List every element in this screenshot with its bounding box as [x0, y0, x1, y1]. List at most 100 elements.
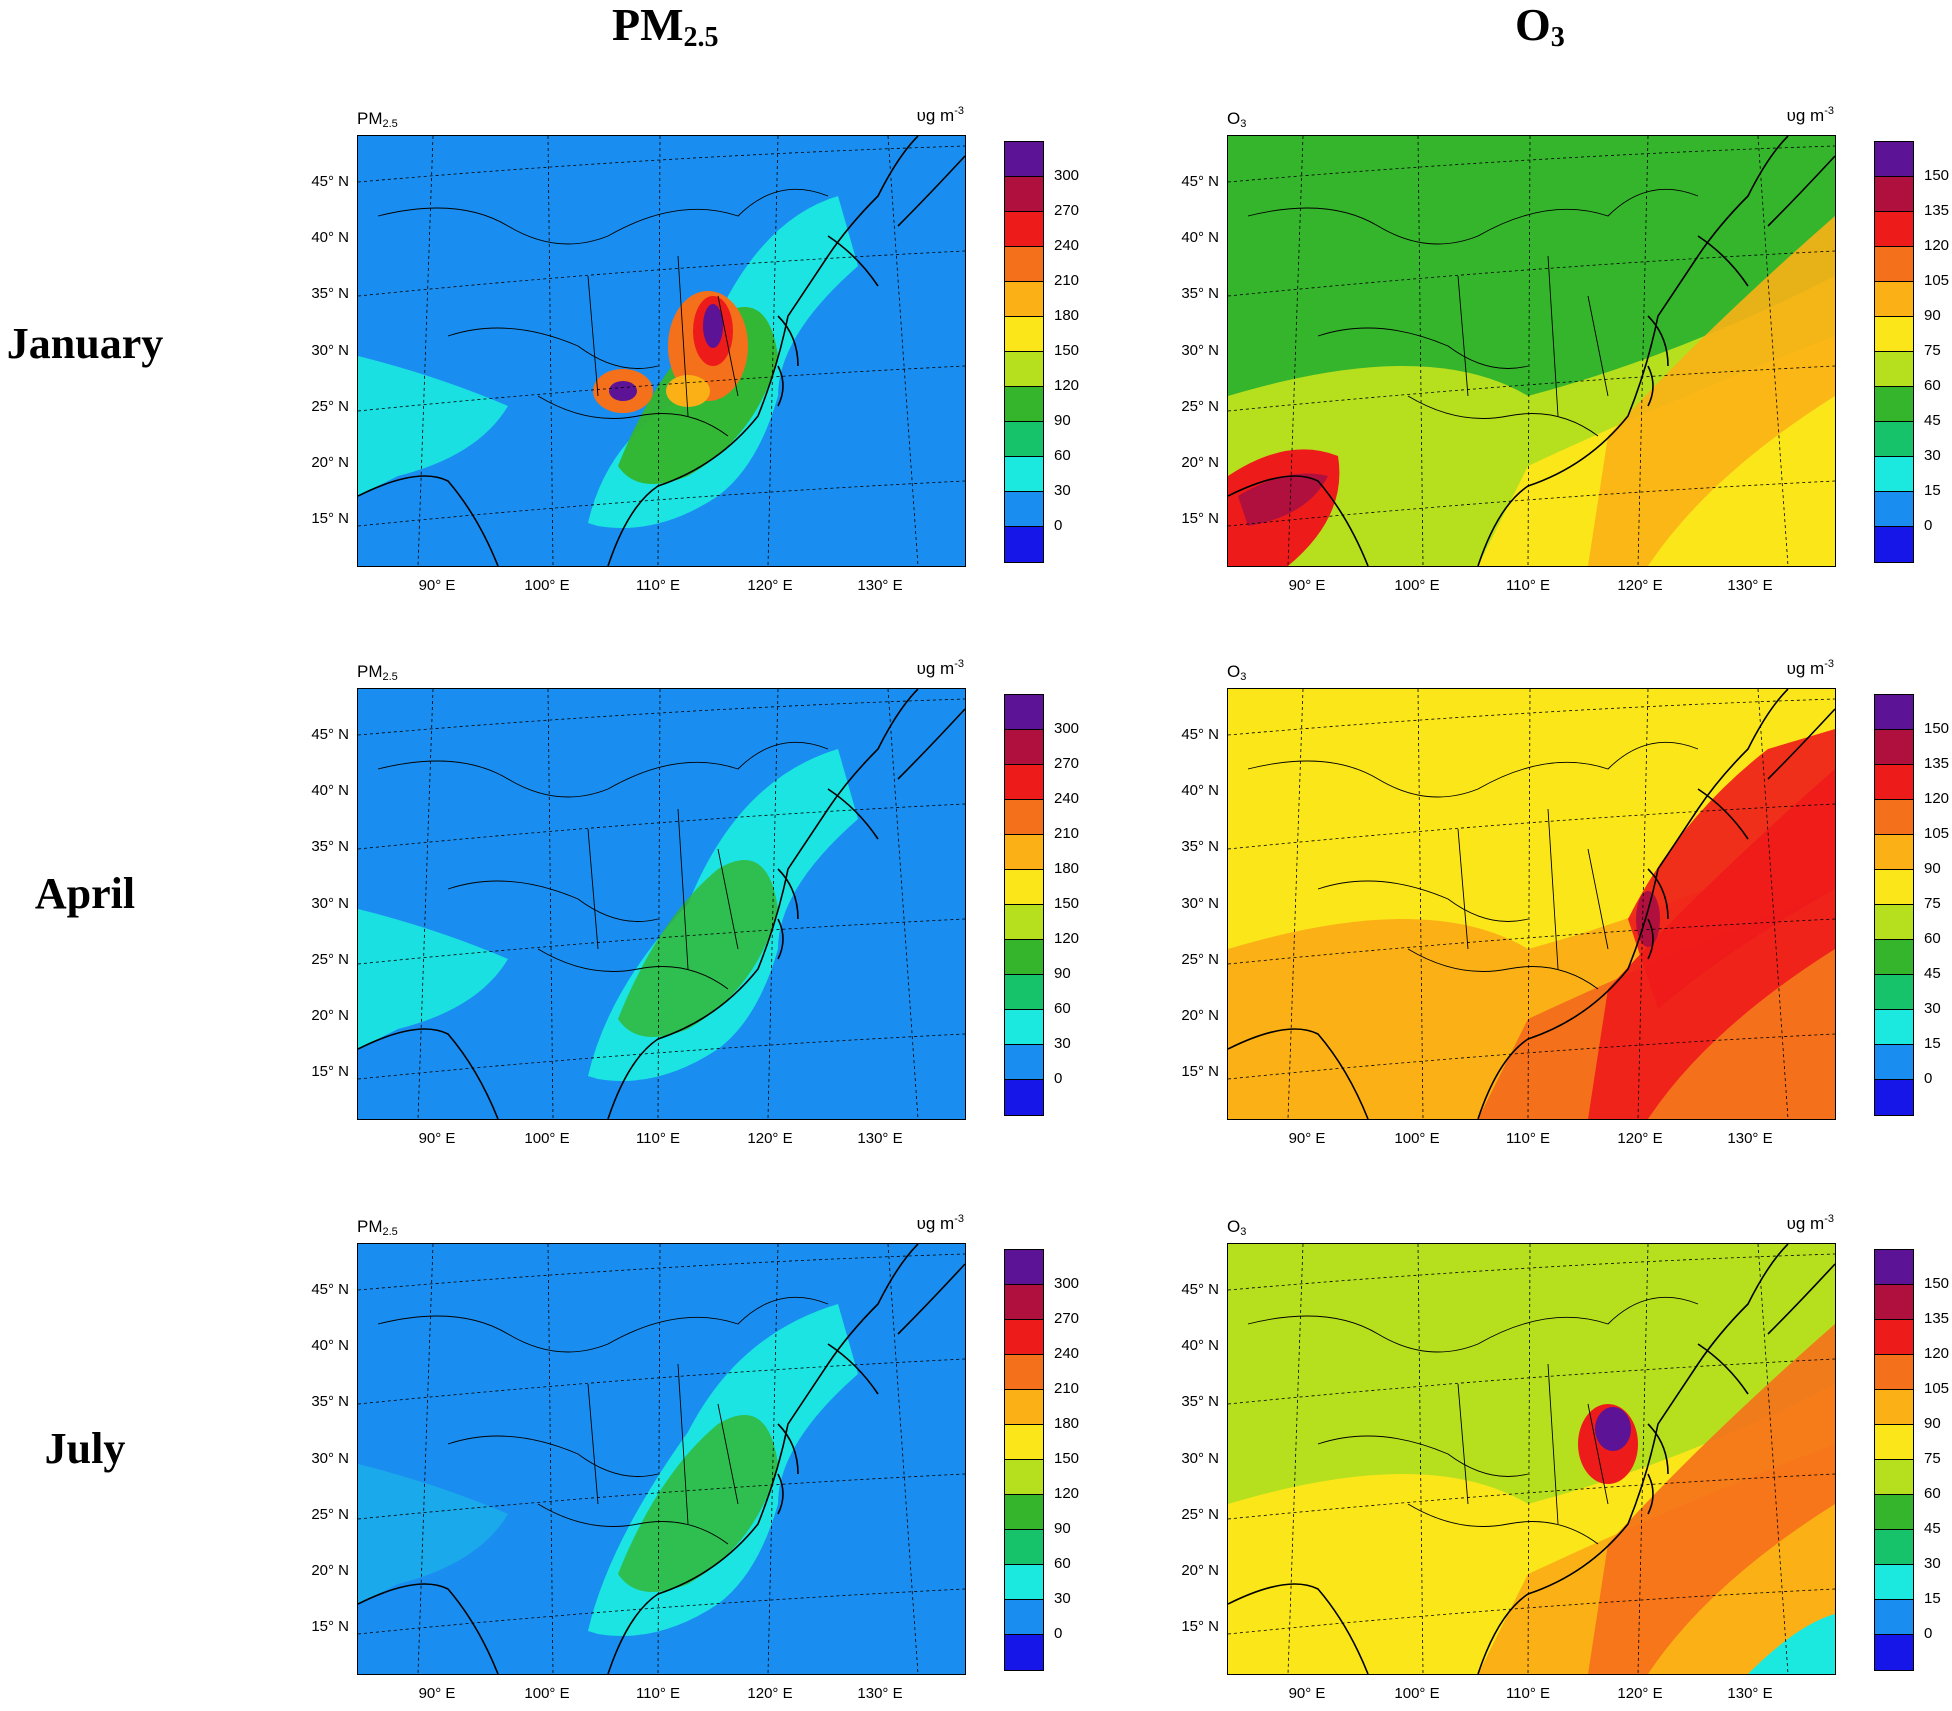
colorbar-tick-label: 270: [1054, 755, 1080, 772]
latitude-tick-label: 25° N: [1181, 1506, 1219, 1523]
map-area: [1227, 688, 1836, 1120]
colorbar-swatch: [1005, 1600, 1043, 1635]
colorbar-tick-label: 0: [1924, 1625, 1933, 1642]
latitude-tick-label: 45° N: [311, 1281, 349, 1298]
colorbar-tick-label: 0: [1054, 1625, 1063, 1642]
panel-title-main: O: [1227, 109, 1241, 128]
colorbar-tick-label: 150: [1924, 167, 1950, 184]
colorbar-swatch: [1875, 1045, 1913, 1080]
latitude-tick-label: 35° N: [1181, 1393, 1219, 1410]
longitude-tick-label: 100° E: [524, 577, 570, 594]
panel-title-main: PM: [357, 662, 383, 681]
panel-unit-main: υg m: [916, 659, 955, 678]
panel-unit: υg m-3: [874, 105, 964, 126]
colorbar-tick-label: 90: [1924, 1415, 1941, 1432]
colorbar-swatch: [1875, 835, 1913, 870]
colorbar-swatch: [1005, 247, 1043, 282]
column-header-o3: O3: [1515, 0, 1565, 53]
colorbar-swatch: [1875, 975, 1913, 1010]
latitude-tick-label: 45° N: [1181, 726, 1219, 743]
colorbar-tick-label: 0: [1054, 517, 1063, 534]
panel-title-sub: 2.5: [382, 1226, 398, 1238]
colorbar-swatch: [1875, 1600, 1913, 1635]
latitude-tick-label: 15° N: [311, 1618, 349, 1635]
longitude-tick-label: 120° E: [1617, 1685, 1663, 1702]
panel-title-sub: 3: [1240, 671, 1247, 683]
colorbar-swatch: [1005, 870, 1043, 905]
panel-unit: υg m-3: [1744, 1213, 1834, 1234]
colorbar-swatch: [1875, 1320, 1913, 1355]
colorbar-swatch: [1875, 765, 1913, 800]
colorbar-swatch: [1005, 1320, 1043, 1355]
colorbar-tick-label: 240: [1054, 790, 1080, 807]
longitude-tick-label: 110° E: [1505, 1130, 1551, 1147]
colorbar-swatch: [1005, 1495, 1043, 1530]
colorbar: [1004, 141, 1044, 563]
colorbar-tick-label: 30: [1924, 447, 1941, 464]
colorbar-tick-label: 120: [1924, 1345, 1950, 1362]
latitude-tick-label: 20° N: [1181, 1562, 1219, 1579]
row-label-january: January: [6, 319, 164, 368]
latitude-tick-label: 30° N: [1181, 1450, 1219, 1467]
latitude-tick-label: 45° N: [1181, 173, 1219, 190]
colorbar-swatch: [1875, 1530, 1913, 1565]
colorbar-swatch: [1875, 1080, 1913, 1115]
colorbar-tick-label: 15: [1924, 482, 1941, 499]
panel-title: PM2.5: [357, 1217, 398, 1238]
latitude-tick-label: 40° N: [1181, 782, 1219, 799]
colorbar-tick-label: 150: [1054, 895, 1080, 912]
latitude-tick-label: 25° N: [311, 1506, 349, 1523]
colorbar-swatch: [1005, 730, 1043, 765]
colorbar-tick-label: 300: [1054, 1275, 1080, 1292]
colorbar-swatch: [1875, 177, 1913, 212]
colorbar-swatch: [1875, 1285, 1913, 1320]
colorbar-swatch: [1005, 422, 1043, 457]
latitude-tick-label: 30° N: [1181, 895, 1219, 912]
map-area: [1227, 1243, 1836, 1675]
latitude-tick-label: 15° N: [1181, 1063, 1219, 1080]
colorbar-tick-label: 150: [1054, 1450, 1080, 1467]
colorbar-swatch: [1875, 1425, 1913, 1460]
latitude-tick-label: 15° N: [311, 1063, 349, 1080]
colorbar-tick-label: 90: [1054, 412, 1071, 429]
colorbar-swatch: [1005, 352, 1043, 387]
longitude-tick-label: 120° E: [1617, 577, 1663, 594]
row-label-april: April: [34, 869, 136, 918]
longitude-tick-label: 90° E: [1288, 1685, 1326, 1702]
panel-title: O3: [1227, 109, 1246, 130]
colorbar: [1004, 694, 1044, 1116]
colorbar-swatch: [1005, 1045, 1043, 1080]
panel-unit-sup: -3: [954, 1213, 964, 1225]
longitude-tick-label: 90° E: [1288, 577, 1326, 594]
colorbar-tick-label: 180: [1054, 860, 1080, 877]
colorbar-tick-label: 90: [1054, 965, 1071, 982]
colorbar-swatch: [1005, 975, 1043, 1010]
latitude-tick-label: 35° N: [1181, 838, 1219, 855]
panel-unit-sup: -3: [954, 105, 964, 117]
panel-unit-sup: -3: [1824, 105, 1834, 117]
colorbar-tick-label: 300: [1054, 720, 1080, 737]
latitude-tick-label: 25° N: [1181, 398, 1219, 415]
colorbar-swatch: [1875, 1390, 1913, 1425]
map-area: [357, 688, 966, 1120]
panel-title-sub: 3: [1240, 1226, 1247, 1238]
latitude-tick-label: 20° N: [1181, 1007, 1219, 1024]
panel-title: O3: [1227, 662, 1246, 683]
longitude-tick-label: 90° E: [418, 577, 456, 594]
latitude-tick-label: 35° N: [1181, 285, 1219, 302]
colorbar-tick-label: 60: [1924, 930, 1941, 947]
longitude-tick-label: 130° E: [857, 577, 903, 594]
panel-unit-main: υg m: [1786, 1214, 1825, 1233]
latitude-tick-label: 45° N: [311, 173, 349, 190]
latitude-tick-label: 30° N: [311, 895, 349, 912]
panel-unit-sup: -3: [1824, 658, 1834, 670]
panel-title-main: O: [1227, 1217, 1241, 1236]
longitude-tick-label: 120° E: [747, 1685, 793, 1702]
colorbar-swatch: [1005, 835, 1043, 870]
colorbar-swatch: [1875, 1635, 1913, 1670]
colorbar-swatch: [1875, 142, 1913, 177]
latitude-tick-label: 15° N: [1181, 510, 1219, 527]
colorbar-swatch: [1875, 247, 1913, 282]
panel-unit-main: υg m: [1786, 106, 1825, 125]
longitude-tick-label: 110° E: [635, 1130, 681, 1147]
